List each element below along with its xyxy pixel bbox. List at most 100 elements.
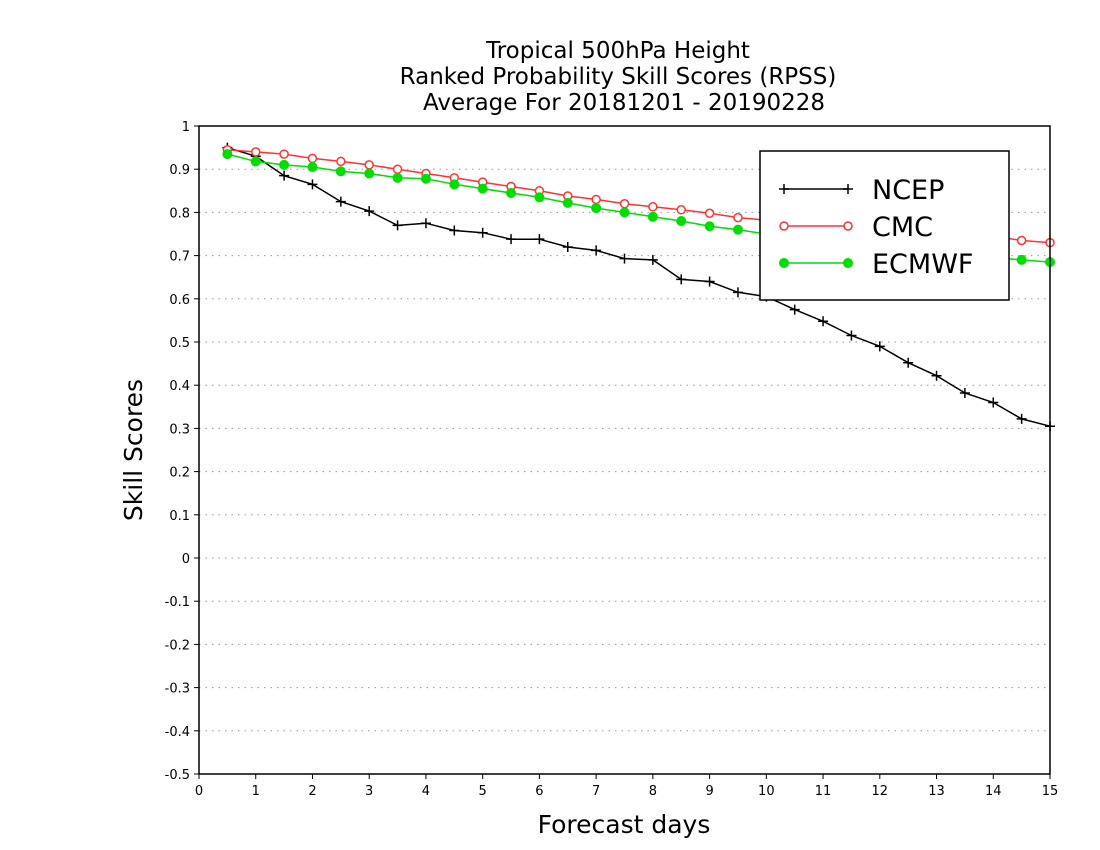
x-tick-label: 5: [479, 784, 487, 799]
x-tick-label: 9: [705, 784, 713, 799]
series-line: [227, 146, 1051, 427]
legend-label: ECMWF: [872, 249, 973, 280]
y-tick-label: -0.4: [165, 725, 190, 740]
data-point: [392, 220, 403, 231]
x-tick-label: 0: [195, 784, 203, 799]
data-point: [364, 206, 375, 217]
data-point: [250, 147, 261, 157]
plot-frame: [198, 125, 1051, 775]
data-point: [619, 207, 630, 218]
data-point: [534, 234, 545, 245]
data-point: [874, 341, 885, 352]
data-point: [959, 387, 970, 398]
axis-ticks: 1 0.9 0.8 0.7 0.6 0.5 0.4 0.3 0.2 0.1 0 -0.1 -0.2 -0.…: [165, 120, 1059, 799]
data-point: [789, 304, 800, 315]
data-point: [307, 153, 318, 164]
y-tick-label: 0.5: [169, 336, 190, 351]
legend-label: CMC: [872, 212, 933, 243]
data-point: [704, 276, 715, 287]
data-point: [647, 254, 658, 265]
data-point: [307, 162, 318, 173]
data-point: [449, 225, 460, 236]
data-point: [364, 160, 374, 170]
y-tick-label: -0.2: [165, 638, 190, 653]
legend-item-ncep: NCEP: [779, 175, 944, 206]
x-axis-title: Forecast days: [538, 810, 711, 839]
legend-label: NCEP: [872, 175, 944, 206]
series-ncep: [222, 142, 1055, 432]
data-point: [733, 212, 743, 223]
data-point: [364, 168, 375, 179]
y-tick-label: 0.1: [169, 509, 190, 524]
data-point: [619, 253, 630, 264]
data-point: [534, 192, 545, 203]
data-point: [619, 199, 630, 209]
y-tick-label: -0.3: [165, 682, 190, 697]
y-tick-label: 0.3: [169, 422, 190, 437]
data-point: [591, 245, 602, 256]
x-tick-label: 14: [985, 784, 1002, 799]
data-point: [335, 166, 346, 177]
data-point: [704, 221, 715, 232]
data-point: [732, 287, 743, 298]
data-point: [392, 172, 403, 183]
x-tick-label: 2: [308, 784, 316, 799]
data-point: [420, 218, 431, 229]
legend: NCEP CMC ECMWF: [759, 150, 1010, 301]
y-tick-label: -0.5: [165, 768, 190, 783]
data-point: [250, 156, 261, 167]
legend-item-ecmwf: ECMWF: [779, 249, 973, 280]
x-tick-label: 11: [815, 784, 832, 799]
chart-title: Tropical 500hPa Height Ranked Probabilit…: [400, 38, 837, 116]
data-point: [846, 330, 857, 341]
data-point: [843, 258, 853, 268]
data-point: [1016, 235, 1027, 246]
data-point: [779, 184, 789, 194]
data-point: [1016, 413, 1027, 424]
data-point: [818, 316, 829, 327]
data-point: [779, 258, 789, 268]
data-point: [647, 211, 658, 222]
title-line-3: Average For 20181201 - 20190228: [423, 90, 825, 116]
y-tick-label: 0.2: [169, 466, 190, 481]
x-tick-label: 4: [422, 784, 430, 799]
y-tick-label: -0.1: [165, 595, 190, 610]
data-point: [732, 224, 743, 235]
x-tick-label: 15: [1042, 784, 1059, 799]
data-point: [506, 234, 517, 245]
data-point: [477, 227, 488, 238]
data-point: [279, 170, 290, 181]
data-point: [562, 197, 573, 208]
title-line-2: Ranked Probability Skill Scores (RPSS): [400, 64, 837, 90]
data-point: [843, 221, 853, 231]
data-point: [336, 156, 346, 167]
x-tick-label: 1: [252, 784, 260, 799]
legend-item-cmc: CMC: [779, 212, 933, 243]
data-point: [222, 149, 233, 160]
data-point: [591, 203, 602, 214]
x-tick-label: 13: [928, 784, 945, 799]
x-tick-label: 7: [592, 784, 600, 799]
y-tick-label: 0.6: [169, 293, 190, 308]
data-point: [676, 205, 686, 215]
data-point: [477, 183, 488, 194]
x-tick-label: 8: [649, 784, 657, 799]
data-point: [903, 357, 914, 368]
data-point: [449, 179, 460, 190]
data-point: [676, 216, 687, 227]
data-point: [931, 370, 942, 381]
data-point: [420, 173, 431, 184]
data-point: [506, 187, 517, 198]
data-point: [1016, 254, 1027, 265]
data-point: [279, 149, 289, 159]
data-point: [392, 164, 403, 174]
data-point: [704, 208, 715, 219]
y-axis-title: Skill Scores: [119, 379, 148, 521]
data-point: [988, 397, 999, 408]
y-tick-label: 0.4: [169, 379, 190, 394]
y-tick-label: 0.7: [169, 250, 190, 265]
data-point: [591, 194, 601, 205]
y-tick-label: 0.8: [169, 206, 190, 221]
y-tick-label: 0: [182, 552, 190, 567]
